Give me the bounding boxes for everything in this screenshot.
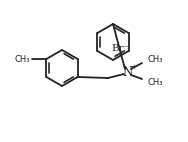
Text: CH₃: CH₃	[147, 78, 162, 86]
Text: N: N	[123, 65, 133, 79]
Text: +: +	[130, 63, 136, 71]
Text: CH₃: CH₃	[15, 55, 30, 63]
Text: Br⁻: Br⁻	[112, 43, 130, 53]
Text: CH₃: CH₃	[147, 55, 162, 63]
